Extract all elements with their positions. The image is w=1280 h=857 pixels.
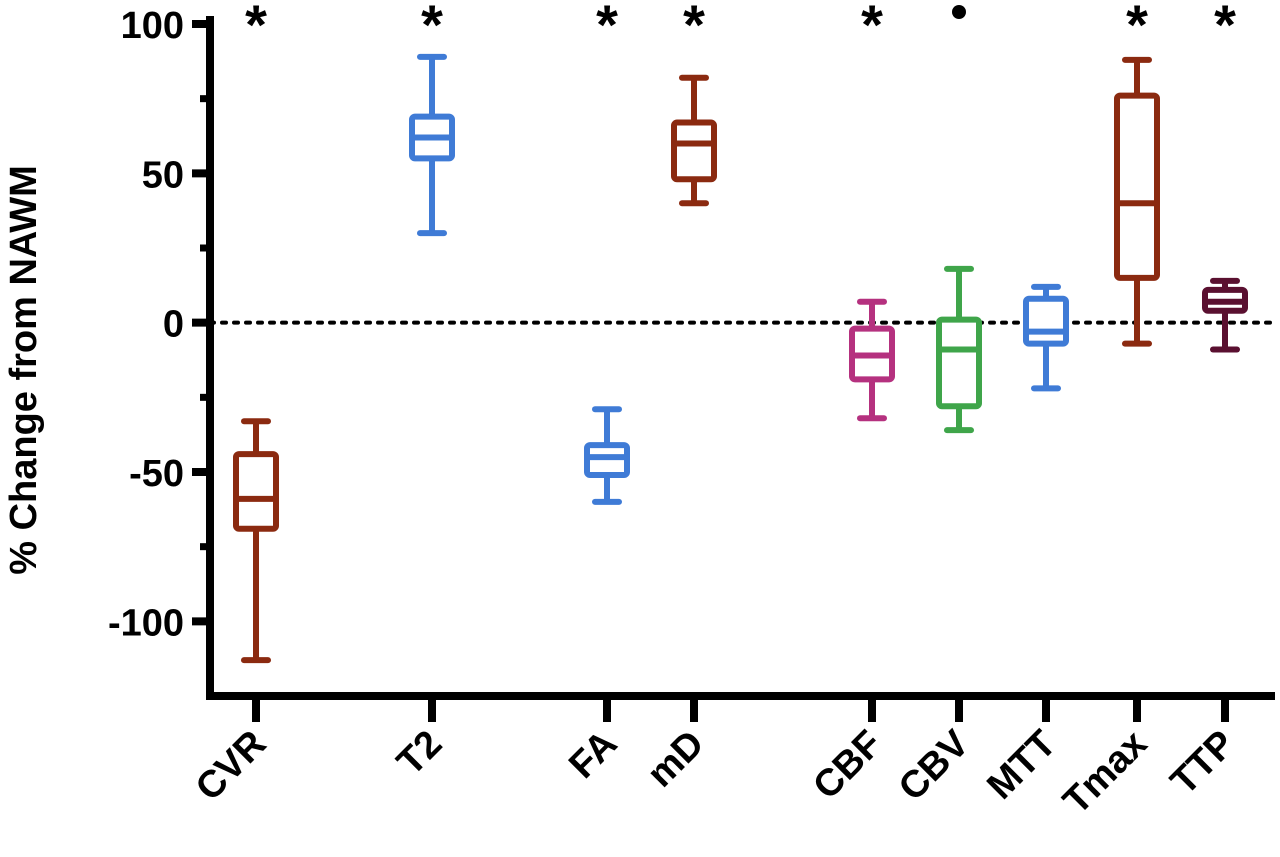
box-cbf bbox=[849, 298, 895, 422]
iqr-box bbox=[233, 451, 279, 532]
box-tmax bbox=[1114, 56, 1160, 347]
significance-asterisk: * bbox=[596, 0, 618, 56]
boxes bbox=[233, 53, 1248, 664]
box-fa bbox=[584, 406, 630, 505]
significance-asterisk: * bbox=[1126, 0, 1148, 56]
y-tick-label: 50 bbox=[142, 154, 184, 196]
significance-asterisk: * bbox=[421, 0, 443, 56]
box-cvr bbox=[233, 418, 279, 664]
x-tick-label: FA bbox=[561, 723, 625, 787]
y-axis-label: % Change from NAWM bbox=[3, 165, 45, 575]
y-tick-label: 0 bbox=[163, 304, 184, 346]
x-tick-label: CVR bbox=[188, 723, 274, 809]
box-t2 bbox=[409, 53, 455, 237]
significance-markers: * * * * * * * bbox=[245, 0, 1236, 56]
y-tick-label: -100 bbox=[108, 602, 184, 644]
significance-dot bbox=[952, 5, 966, 19]
x-tick-label: CBV bbox=[891, 722, 978, 809]
significance-asterisk: * bbox=[683, 0, 705, 56]
y-tick-label: -50 bbox=[129, 453, 184, 495]
significance-asterisk: * bbox=[1214, 0, 1236, 56]
x-tick-label: Tmax bbox=[1055, 723, 1155, 823]
y-tick-label: 100 bbox=[121, 5, 184, 47]
y-axis-label-group: % Change from NAWM bbox=[3, 165, 45, 575]
box-ttp bbox=[1202, 277, 1248, 353]
x-tick-label: T2 bbox=[389, 723, 450, 784]
x-tick-label: CBF bbox=[805, 723, 890, 808]
significance-asterisk: * bbox=[245, 0, 267, 56]
iqr-box bbox=[671, 119, 717, 183]
box-md bbox=[671, 74, 717, 207]
iqr-box bbox=[1114, 92, 1160, 281]
box-mtt bbox=[1023, 283, 1069, 392]
significance-asterisk: * bbox=[861, 0, 883, 56]
iqr-box bbox=[936, 316, 982, 410]
axes: 100 50 0 -50 -100 bbox=[108, 5, 1277, 722]
x-tick-label: mD bbox=[639, 723, 712, 796]
iqr-box bbox=[1023, 295, 1069, 347]
x-tick-label: TTP bbox=[1163, 723, 1243, 803]
box-cbv bbox=[936, 265, 982, 434]
x-tick-label: MTT bbox=[979, 723, 1064, 808]
